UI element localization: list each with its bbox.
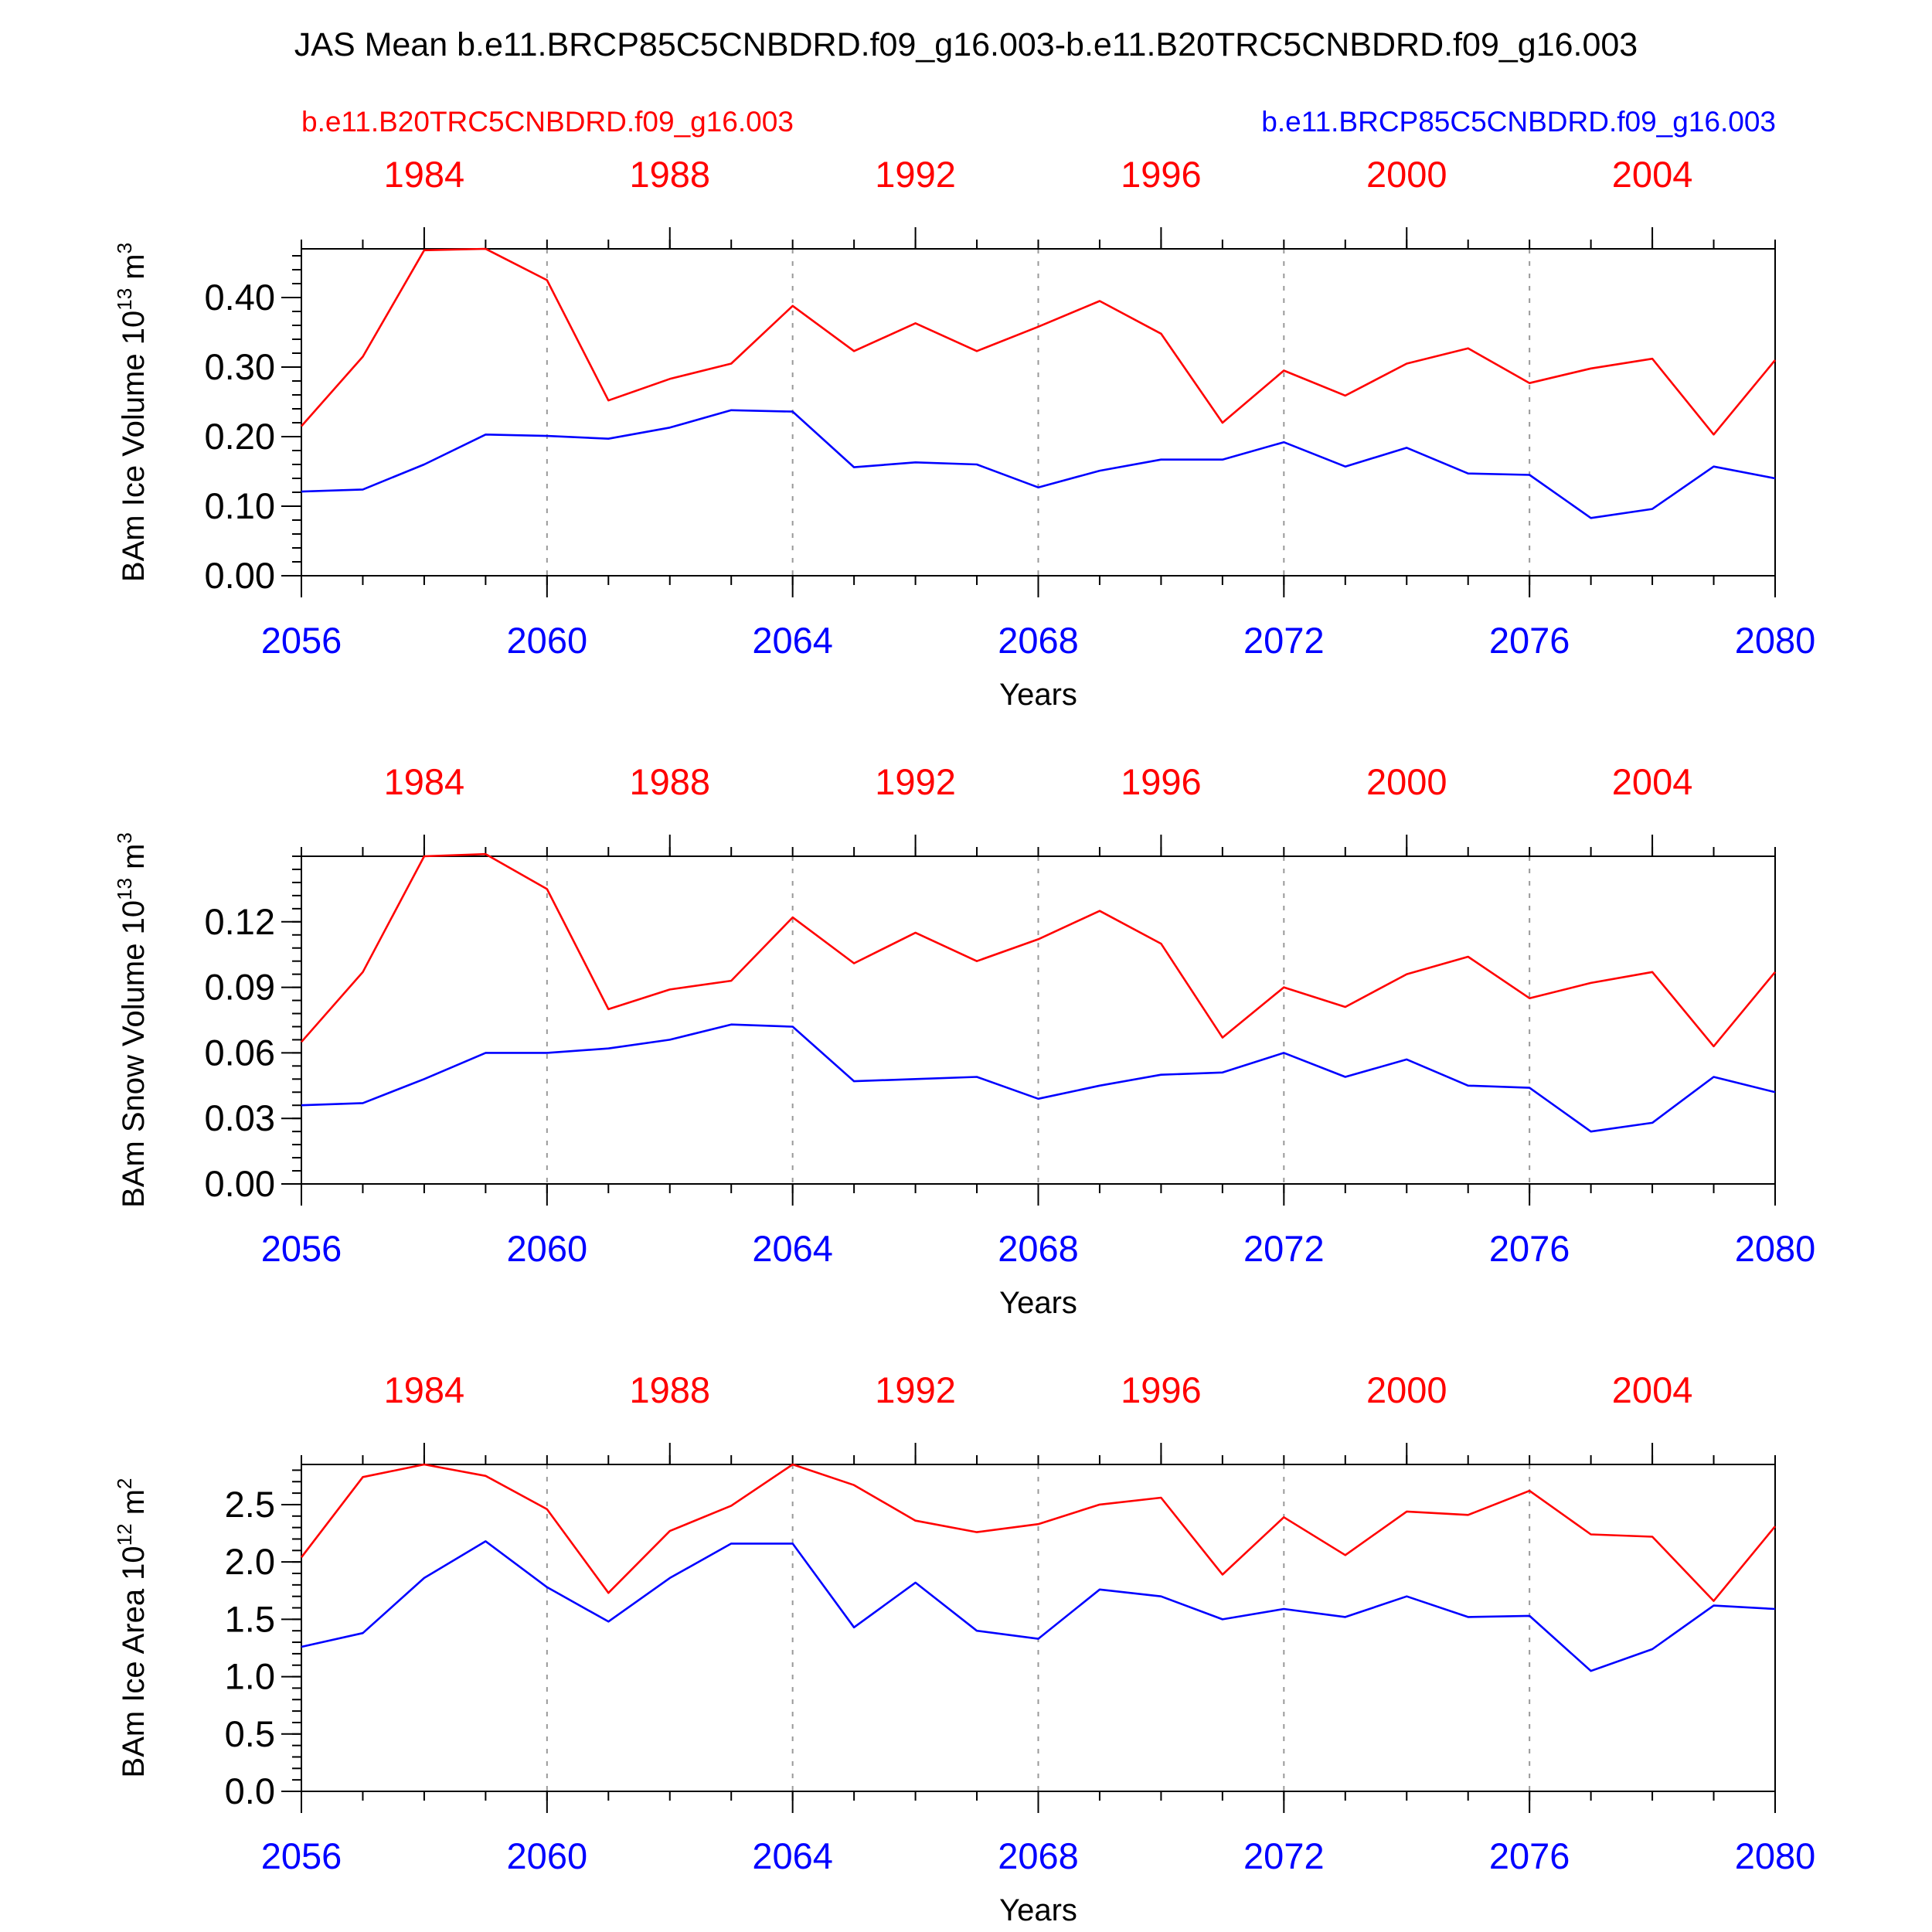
ice-volume-x-top-tick-label: 1992 — [875, 154, 956, 195]
snow-volume-x-bottom-tick-label: 2072 — [1243, 1228, 1325, 1269]
snow-volume-y-tick-label: 0.09 — [205, 967, 275, 1008]
ice-volume-y-tick-label: 0.20 — [205, 416, 275, 457]
ice-area-x-bottom-tick-label: 2076 — [1489, 1835, 1570, 1876]
snow-volume-x-top-tick-label: 1992 — [875, 761, 956, 802]
snow-volume-y-tick-label: 0.03 — [205, 1097, 275, 1138]
snow-volume-future-series-line — [301, 1023, 1776, 1133]
snow-volume-y-tick-label: 0.06 — [205, 1032, 275, 1073]
snow-volume-y-axis-title: BAm Snow Volume 1013 m3 — [113, 832, 151, 1208]
snow-volume-x-bottom-tick-label: 2068 — [998, 1228, 1079, 1269]
ice-volume-y-tick-label: 0.30 — [205, 346, 275, 387]
ice-area-x-bottom-tick-label: 2072 — [1243, 1835, 1325, 1876]
ice-area-x-axis-title: Years — [999, 1893, 1077, 1927]
historical-case-label: b.e11.B20TRC5CNBDRD.f09_g16.003 — [301, 106, 794, 138]
snow-volume-x-top-tick-label: 2000 — [1366, 761, 1447, 802]
snow-volume-x-top-tick-label: 1988 — [629, 761, 710, 802]
ice-volume-x-bottom-tick-label: 2072 — [1243, 620, 1325, 661]
ice-volume-x-bottom-tick-label: 2076 — [1489, 620, 1570, 661]
ice-area-future-series-line — [301, 1540, 1776, 1672]
snow-volume-x-bottom-tick-label: 2064 — [752, 1228, 833, 1269]
ice-area-y-tick-label: 0.5 — [225, 1713, 275, 1754]
snow-volume-x-bottom-tick-label: 2080 — [1735, 1228, 1816, 1269]
ice-volume-panel: 2056 2060 2064 2068 2072 2076 2080 1984 1988 1992… — [113, 154, 1815, 712]
snow-volume-y-tick-label: 0.12 — [205, 901, 275, 942]
ice-volume-y-axis-title: BAm Ice Volume 1013 m3 — [113, 243, 151, 582]
ice-area-x-top-tick-label: 2004 — [1612, 1369, 1693, 1410]
ice-area-historical-series-line — [300, 1463, 1777, 1602]
ice-volume-x-bottom-tick-label: 2068 — [998, 620, 1079, 661]
ice-volume-x-axis-title: Years — [999, 678, 1077, 712]
snow-volume-y-tick-label: 0.00 — [205, 1163, 275, 1204]
ice-volume-x-top-tick-label: 1988 — [629, 154, 710, 195]
ice-area-y-tick-label: 1.5 — [225, 1598, 275, 1639]
ice-area-x-bottom-tick-label: 2056 — [261, 1835, 342, 1876]
ice-area-x-top-tick-label: 1996 — [1121, 1369, 1202, 1410]
ice-area-x-top-tick-label: 1988 — [629, 1369, 710, 1410]
ice-area-x-bottom-tick-label: 2080 — [1735, 1835, 1816, 1876]
ice-volume-x-bottom-tick-label: 2064 — [752, 620, 833, 661]
ice-volume-x-bottom-tick-label: 2080 — [1735, 620, 1816, 661]
ice-area-panel: 2056 2060 2064 2068 2072 2076 2080 1984 1988 1992… — [113, 1369, 1815, 1927]
ice-area-y-tick-label: 1.0 — [225, 1656, 275, 1697]
ice-volume-x-top-tick-label: 1996 — [1121, 154, 1202, 195]
ice-volume-x-bottom-tick-label: 2056 — [261, 620, 342, 661]
snow-volume-x-bottom-tick-label: 2076 — [1489, 1228, 1570, 1269]
ice-volume-x-top-tick-label: 2000 — [1366, 154, 1447, 195]
ice-area-y-tick-label: 0.0 — [225, 1770, 275, 1811]
snow-volume-x-top-tick-label: 2004 — [1612, 761, 1693, 802]
ice-area-y-tick-label: 2.5 — [225, 1484, 275, 1525]
ice-volume-x-bottom-tick-label: 2060 — [507, 620, 588, 661]
ice-area-y-axis-title: BAm Ice Area 1012 m2 — [113, 1478, 151, 1778]
ice-area-x-bottom-tick-label: 2060 — [507, 1835, 588, 1876]
snow-volume-x-bottom-tick-label: 2056 — [261, 1228, 342, 1269]
ice-volume-y-tick-label: 0.40 — [205, 277, 275, 318]
ice-volume-historical-series-line — [301, 247, 1777, 436]
snow-volume-panel: 2056 2060 2064 2068 2072 2076 2080 1984 1988 1992… — [113, 761, 1815, 1320]
future-case-label: b.e11.BRCP85C5CNBDRD.f09_g16.003 — [1261, 106, 1776, 138]
ice-area-x-bottom-tick-label: 2068 — [998, 1835, 1079, 1876]
ice-area-x-top-tick-label: 1984 — [384, 1369, 465, 1410]
ice-volume-future-series-line — [301, 409, 1776, 519]
snow-volume-x-top-tick-label: 1996 — [1121, 761, 1202, 802]
ice-volume-y-tick-label: 0.10 — [205, 485, 275, 526]
figure-title: JAS Mean b.e11.BRCP85C5CNBDRD.f09_g16.00… — [294, 26, 1638, 63]
snow-volume-x-axis-title: Years — [999, 1286, 1077, 1320]
ice-volume-y-tick-label: 0.00 — [205, 555, 275, 596]
ice-volume-x-top-tick-label: 2004 — [1612, 154, 1693, 195]
snow-volume-historical-series-line — [301, 852, 1777, 1048]
ice-volume-x-top-tick-label: 1984 — [384, 154, 465, 195]
ice-area-x-top-tick-label: 2000 — [1366, 1369, 1447, 1410]
snow-volume-x-bottom-tick-label: 2060 — [507, 1228, 588, 1269]
ice-area-y-tick-label: 2.0 — [225, 1541, 275, 1582]
ice-area-x-bottom-tick-label: 2064 — [752, 1835, 833, 1876]
ice-area-x-top-tick-label: 1992 — [875, 1369, 956, 1410]
snow-volume-x-top-tick-label: 1984 — [384, 761, 465, 802]
